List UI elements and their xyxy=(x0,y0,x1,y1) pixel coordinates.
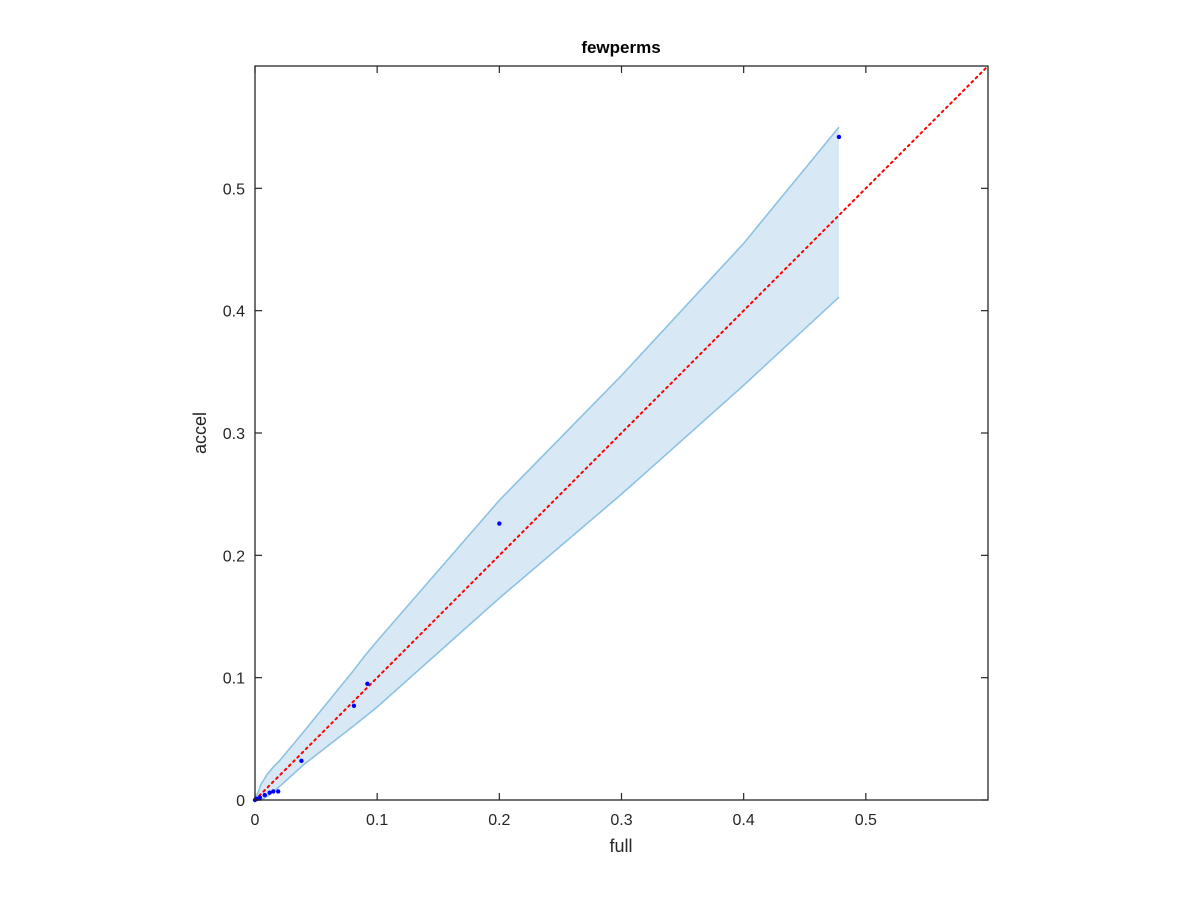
data-point xyxy=(267,790,272,795)
band-fill xyxy=(255,127,839,800)
band-upper-edge xyxy=(254,126,840,801)
y-axis-label: accel xyxy=(190,412,210,454)
x-axis-label: full xyxy=(609,836,632,856)
confidence-band xyxy=(254,126,840,801)
data-point xyxy=(262,792,267,798)
y-tick-label: 0.1 xyxy=(223,671,245,688)
y-tick-label: 0.3 xyxy=(223,426,245,443)
data-point xyxy=(497,521,502,526)
reference-line xyxy=(254,65,989,801)
identity-line xyxy=(254,65,989,801)
x-tick-label: 0.1 xyxy=(366,812,388,829)
x-tick-label: 0.3 xyxy=(610,812,632,829)
data-point xyxy=(276,789,281,794)
chart-title: fewperms xyxy=(581,38,660,57)
x-tick-label: 0 xyxy=(251,812,260,829)
y-tick-label: 0.2 xyxy=(223,548,245,565)
x-tick-label: 0.5 xyxy=(855,812,877,829)
data-point xyxy=(299,758,304,764)
y-tick-label: 0 xyxy=(236,793,245,810)
y-axis-ticks: 0 0.1 0.2 0.3 0.4 0.5 xyxy=(223,181,988,810)
band-lower-edge xyxy=(255,296,840,801)
x-tick-label: 0.2 xyxy=(488,812,510,829)
y-tick-label: 0.5 xyxy=(223,181,245,198)
x-axis-ticks: 0 0.1 0.2 0.3 0.4 0.5 xyxy=(251,66,877,829)
data-point xyxy=(257,795,263,800)
y-tick-label: 0.4 xyxy=(223,304,245,321)
data-point xyxy=(836,134,842,140)
x-tick-label: 0.4 xyxy=(733,812,755,829)
data-point xyxy=(271,789,276,794)
data-point xyxy=(351,703,357,709)
data-point xyxy=(365,681,370,686)
